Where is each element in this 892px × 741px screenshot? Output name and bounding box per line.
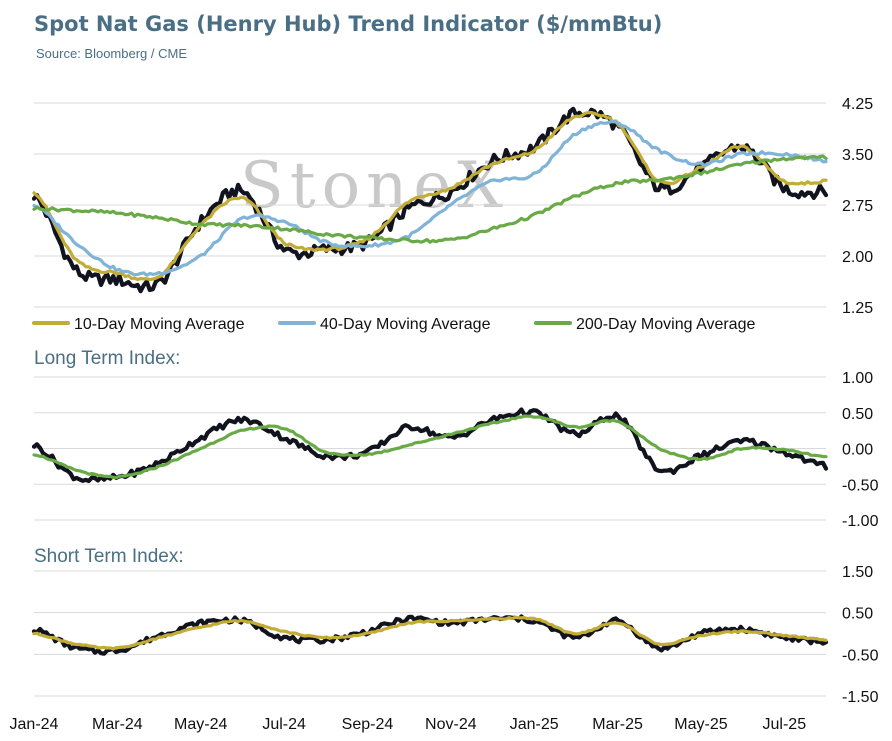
x-tick-label: Jan-24	[10, 716, 59, 733]
y-tick-label: 0.50	[842, 606, 873, 623]
legend-label-200-day-moving-average: 200-Day Moving Average	[576, 316, 755, 333]
y-tick-label: -1.00	[842, 513, 879, 530]
y-tick-label: 2.00	[842, 249, 873, 266]
y-tick-label: 0.50	[842, 406, 873, 423]
long-term-panel: 1.00 0.50 0.00 -0.50 -1.00	[31, 370, 879, 530]
y-tick-label: -0.50	[842, 477, 879, 494]
x-axis: Jan-24 Mar-24 May-24 Jul-24 Sep-24 Nov-24 Jan-…	[10, 716, 807, 733]
legend-label-40-day-moving-average: 40-Day Moving Average	[320, 316, 491, 333]
x-tick-label: Mar-24	[92, 716, 143, 733]
y-tick-label: 4.25	[842, 96, 873, 113]
y-tick-label: 0.00	[842, 442, 873, 459]
y-tick-label: 1.50	[842, 564, 873, 581]
y-tick-label: 1.25	[842, 300, 873, 317]
legend-label-10-day-moving-average: 10-Day Moving Average	[74, 316, 245, 333]
price-panel: 4.25 3.50 2.75 2.00 1.25	[31, 96, 873, 317]
series-line-2-1	[32, 615, 828, 651]
y-tick-label: -0.50	[842, 647, 879, 664]
x-tick-label: Nov-24	[425, 716, 477, 733]
y-tick-label: 2.75	[842, 198, 873, 215]
y-tick-label: -1.50	[842, 689, 879, 706]
short-term-title: Short Term Index:	[34, 546, 184, 567]
y-tick-label: 1.00	[842, 370, 873, 387]
series-line-40-day-moving-average	[32, 119, 828, 277]
x-tick-label: Jan-25	[510, 716, 559, 733]
chart-title: Spot Nat Gas (Henry Hub) Trend Indicator…	[34, 12, 662, 36]
x-tick-label: Jul-25	[763, 716, 807, 733]
x-tick-label: Jul-24	[262, 716, 306, 733]
series-line-1-1	[32, 414, 828, 480]
y-tick-label: 3.50	[842, 147, 873, 164]
x-tick-label: Sep-24	[342, 716, 394, 733]
series-line-200-day-moving-average	[32, 154, 828, 244]
long-term-title: Long Term Index:	[34, 348, 180, 369]
chart-source: Source: Bloomberg / CME	[36, 46, 187, 61]
x-tick-label: May-24	[174, 716, 227, 733]
x-tick-label: May-25	[674, 716, 727, 733]
x-tick-label: Mar-25	[592, 716, 643, 733]
legend: 10-Day Moving Average 40-Day Moving Avera…	[32, 316, 755, 333]
short-term-panel: 1.50 0.50 -0.50 -1.50	[31, 564, 879, 706]
